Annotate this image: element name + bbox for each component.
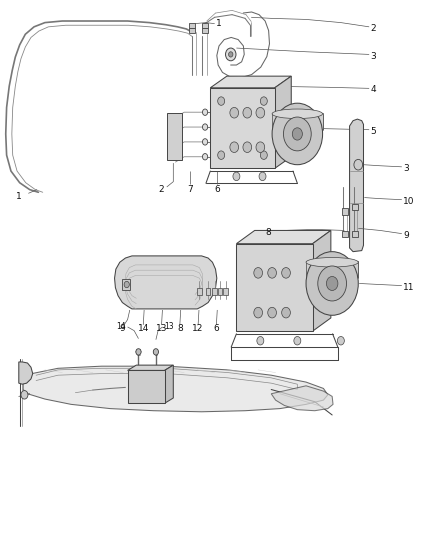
Bar [167, 113, 182, 160]
Text: 11: 11 [403, 282, 415, 292]
Circle shape [21, 391, 28, 399]
Circle shape [202, 124, 208, 130]
Circle shape [153, 349, 159, 355]
Bar [212, 288, 217, 295]
Text: 13: 13 [156, 324, 167, 333]
Bar [189, 22, 195, 28]
Polygon shape [23, 366, 328, 412]
Polygon shape [350, 119, 364, 252]
Text: 2: 2 [371, 24, 376, 33]
Circle shape [337, 336, 344, 345]
Polygon shape [19, 362, 33, 384]
Text: 1: 1 [16, 192, 21, 201]
Text: 3: 3 [371, 52, 376, 61]
Polygon shape [271, 386, 333, 411]
Polygon shape [275, 76, 291, 168]
Circle shape [230, 108, 239, 118]
Circle shape [256, 108, 265, 118]
Text: 14: 14 [138, 324, 149, 333]
Circle shape [243, 142, 252, 152]
Circle shape [233, 172, 240, 181]
Bar [197, 288, 201, 295]
Text: 14: 14 [116, 322, 125, 332]
Circle shape [259, 172, 266, 181]
Text: 13: 13 [165, 322, 174, 332]
Text: 7: 7 [187, 185, 193, 194]
Text: 1: 1 [215, 19, 221, 28]
Circle shape [254, 268, 262, 278]
Circle shape [294, 336, 301, 345]
Text: 6: 6 [214, 185, 220, 194]
Text: 9: 9 [120, 324, 125, 333]
Ellipse shape [306, 257, 358, 267]
Circle shape [326, 277, 338, 290]
Circle shape [282, 268, 290, 278]
Circle shape [260, 97, 267, 106]
Circle shape [226, 48, 236, 61]
Polygon shape [115, 256, 217, 309]
Circle shape [124, 281, 129, 288]
Bar [189, 28, 195, 33]
Circle shape [243, 108, 252, 118]
Circle shape [292, 128, 302, 140]
Text: 8: 8 [177, 324, 183, 333]
Text: 9: 9 [403, 231, 409, 240]
Ellipse shape [272, 109, 322, 118]
Text: 10: 10 [403, 197, 415, 206]
Circle shape [229, 52, 233, 57]
Bar [342, 231, 348, 237]
Circle shape [268, 268, 276, 278]
Polygon shape [210, 88, 275, 168]
Bar [218, 288, 222, 295]
Bar [122, 279, 130, 290]
Circle shape [257, 336, 264, 345]
Circle shape [202, 109, 208, 115]
Circle shape [254, 308, 262, 318]
Polygon shape [237, 230, 331, 244]
Circle shape [202, 154, 208, 160]
Polygon shape [127, 370, 165, 403]
Text: 6: 6 [213, 324, 219, 333]
Polygon shape [127, 365, 173, 370]
Circle shape [283, 117, 311, 151]
Text: 5: 5 [371, 127, 376, 136]
Circle shape [218, 151, 225, 159]
Bar [352, 204, 358, 211]
Text: 8: 8 [265, 228, 271, 237]
Circle shape [230, 142, 239, 152]
Polygon shape [210, 76, 291, 88]
Text: 12: 12 [192, 324, 204, 333]
Circle shape [260, 151, 267, 159]
Circle shape [354, 159, 363, 170]
Circle shape [282, 308, 290, 318]
Bar [342, 208, 348, 215]
Bar [206, 288, 210, 295]
Bar [352, 231, 358, 237]
Polygon shape [306, 261, 358, 277]
Circle shape [272, 103, 322, 165]
Polygon shape [237, 244, 313, 331]
Polygon shape [313, 230, 331, 331]
Circle shape [218, 97, 225, 106]
Bar [223, 288, 228, 295]
Circle shape [306, 252, 358, 316]
Circle shape [268, 308, 276, 318]
Circle shape [202, 139, 208, 145]
Polygon shape [165, 365, 173, 403]
Bar [201, 22, 208, 28]
Bar [201, 28, 208, 33]
Circle shape [256, 142, 265, 152]
Text: 3: 3 [403, 164, 409, 173]
Text: 2: 2 [159, 185, 164, 194]
Text: 4: 4 [371, 85, 376, 94]
Circle shape [318, 266, 346, 301]
Polygon shape [272, 113, 322, 128]
Circle shape [136, 349, 141, 355]
